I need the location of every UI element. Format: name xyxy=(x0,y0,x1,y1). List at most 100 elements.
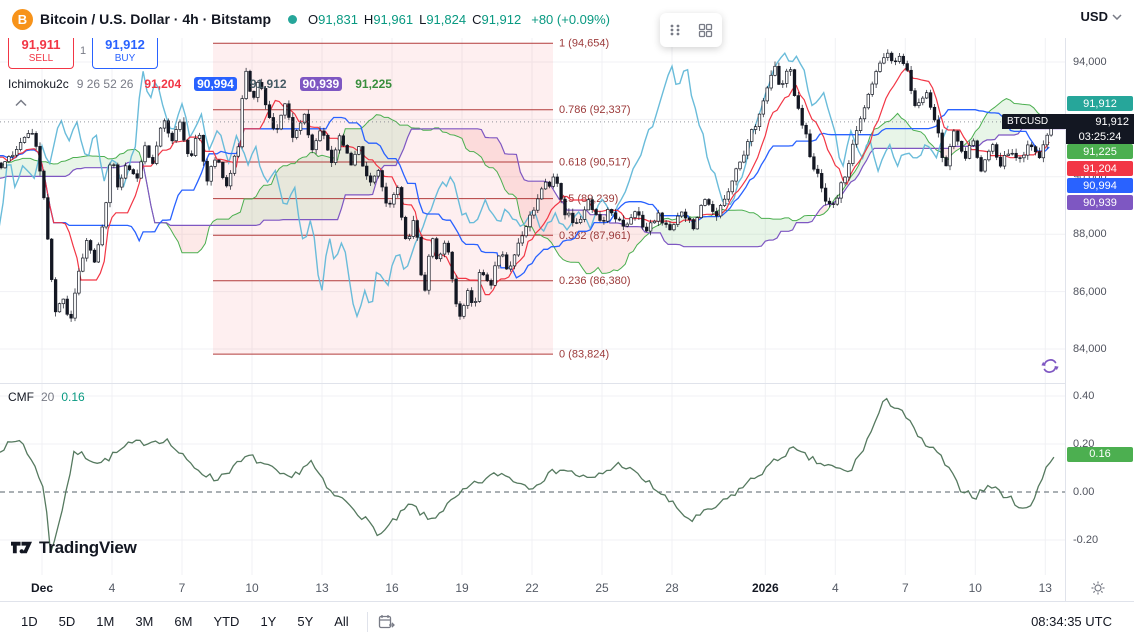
time-tick: 10 xyxy=(245,581,259,595)
buy-label: BUY xyxy=(114,52,136,64)
time-tick: 16 xyxy=(385,581,399,595)
fib-level-label: 0.236 (86,380) xyxy=(559,275,631,287)
fib-level-label: 0.618 (90,517) xyxy=(559,157,631,169)
time-tick: 7 xyxy=(178,581,186,595)
sell-price: 91,911 xyxy=(21,37,61,53)
ohlc-readout: O91,831 H91,961 L91,824 C91,912 +80 (+0.… xyxy=(308,12,610,27)
symbol-price-label: BTCUSD 91,912 xyxy=(1002,114,1134,129)
sell-label: SELL xyxy=(28,52,54,64)
fib-level-label: 0.382 (87,961) xyxy=(559,230,631,242)
buy-price: 91,912 xyxy=(105,37,145,53)
market-status-icon xyxy=(288,14,298,24)
ichimoku-value-1: 90,994 xyxy=(194,77,237,91)
currency-value: USD xyxy=(1080,9,1108,24)
cmf-param: 20 xyxy=(41,390,55,404)
close-value: 91,912 xyxy=(481,11,522,27)
time-tick: 13 xyxy=(1038,581,1052,595)
pane-separator[interactable] xyxy=(0,383,1134,384)
topbar: B Bitcoin / U.S. Dollar · 4h · Bitstamp … xyxy=(0,0,1134,38)
cmf-chart-canvas[interactable] xyxy=(0,383,1065,575)
layout-grid-icon[interactable] xyxy=(696,21,715,40)
main-chart-canvas[interactable]: 1 (94,654) 0.786 (92,337) 0.618 (90,517) 0.… xyxy=(0,38,1065,383)
line-value-badge: 90,994 xyxy=(1067,178,1133,193)
ichimoku-value-3: 90,939 xyxy=(299,77,343,91)
line-value-badge: 91,225 xyxy=(1067,144,1133,159)
layout-widget xyxy=(660,13,722,47)
cmf-value: 0.16 xyxy=(61,390,85,404)
time-tick: 10 xyxy=(968,581,982,595)
fib-level-label: 0.786 (92,337) xyxy=(559,104,631,116)
high-value: 91,961 xyxy=(373,11,414,27)
range-button-ytd[interactable]: YTD xyxy=(206,609,246,634)
price-axis-label: 94,000 xyxy=(1073,56,1107,68)
indicator-values: 91,204 90,994 91,912 90,939 91,225 xyxy=(141,77,395,91)
bar-countdown: 03:25:24 xyxy=(1066,129,1134,144)
tradingview-watermark: TradingView xyxy=(10,537,137,558)
time-tick: 2026 xyxy=(751,581,779,595)
bottom-toolbar: 1D 5D 1M 3M 6M YTD 1Y 5Y All 08:34:35 UTC xyxy=(0,601,1134,641)
time-tick: 25 xyxy=(595,581,609,595)
go-to-date-button[interactable] xyxy=(378,614,395,630)
cmf-axis-label: -0.20 xyxy=(1073,534,1099,546)
range-button-1d[interactable]: 1D xyxy=(14,609,45,634)
price-axis-label: 84,000 xyxy=(1073,343,1107,355)
ichimoku-legend[interactable]: Ichimoku2c 9 26 52 26 91,204 90,994 91,912… xyxy=(8,77,395,91)
chevron-up-icon xyxy=(15,99,27,107)
time-tick: 28 xyxy=(665,581,679,595)
range-button-6m[interactable]: 6M xyxy=(167,609,199,634)
spread-value: 1 xyxy=(79,45,87,57)
time-tick: 4 xyxy=(831,581,839,595)
toolbar-divider xyxy=(366,611,368,632)
auto-refresh-icon[interactable] xyxy=(1040,356,1060,381)
low-label: L xyxy=(419,11,427,27)
time-tick: 19 xyxy=(455,581,469,595)
high-label: H xyxy=(363,11,374,27)
line-value-badge: 91,204 xyxy=(1067,161,1133,176)
open-value: 91,831 xyxy=(318,11,358,27)
time-tick: 13 xyxy=(315,581,329,595)
time-axis[interactable]: Dec 4 7 10 13 16 19 22 25 28 2026 4 7 10 13 xyxy=(0,575,1065,601)
drag-handle-dots-icon[interactable] xyxy=(667,21,683,39)
time-tick: 7 xyxy=(901,581,909,595)
legend-collapse-button[interactable] xyxy=(10,95,32,111)
price-axis-label: 86,000 xyxy=(1073,285,1107,298)
indicator-params: 9 26 52 26 xyxy=(76,77,134,91)
change-value: +80 (+0.09%) xyxy=(531,11,611,27)
range-button-all[interactable]: All xyxy=(327,609,355,634)
symbol-tag: BTCUSD xyxy=(1007,116,1049,127)
currency-dropdown[interactable]: USD xyxy=(1081,9,1122,24)
range-button-1m[interactable]: 1M xyxy=(89,609,121,634)
cmf-axis-label: 0.40 xyxy=(1073,390,1095,402)
symbol-title[interactable]: Bitcoin / U.S. Dollar · 4h · Bitstamp xyxy=(40,11,272,27)
cmf-value-badge: 0.16 xyxy=(1067,446,1133,462)
range-button-1y[interactable]: 1Y xyxy=(253,609,283,634)
symbol-price: 91,912 xyxy=(1095,115,1129,128)
price-axis-label: 88,000 xyxy=(1073,228,1107,241)
cmf-legend[interactable]: CMF 20 0.16 xyxy=(8,390,85,404)
chevron-down-icon xyxy=(1112,13,1122,20)
last-price-badge: 91,912 xyxy=(1067,96,1133,111)
clock-utc[interactable]: 08:34:35 UTC xyxy=(1031,614,1112,629)
range-button-5y[interactable]: 5Y xyxy=(290,609,320,634)
open-label: O xyxy=(308,11,319,27)
line-value-badge: 90,939 xyxy=(1067,195,1133,210)
bitcoin-logo-icon: B xyxy=(12,8,33,30)
watermark-text: TradingView xyxy=(39,537,137,557)
time-tick: 4 xyxy=(108,581,116,595)
ichimoku-value-2: 91,912 xyxy=(249,77,287,91)
cmf-axis-label: 0.00 xyxy=(1073,486,1095,498)
time-tick: 22 xyxy=(525,581,539,595)
ichimoku-value-4: 91,225 xyxy=(355,77,392,91)
time-tick: Dec xyxy=(30,581,54,595)
cmf-name: CMF xyxy=(8,390,34,404)
indicator-name: Ichimoku2c xyxy=(8,77,69,91)
sell-button[interactable]: 91,911 SELL xyxy=(8,33,74,69)
fib-level-label: 0 (83,824) xyxy=(559,349,609,361)
range-button-5d[interactable]: 5D xyxy=(52,609,83,634)
tradingview-logo-icon xyxy=(11,541,32,554)
range-button-3m[interactable]: 3M xyxy=(128,609,160,634)
axis-settings-gear-icon[interactable] xyxy=(1090,580,1106,601)
buy-button[interactable]: 91,912 BUY xyxy=(92,33,158,69)
ichimoku-value-0: 91,204 xyxy=(144,77,182,91)
